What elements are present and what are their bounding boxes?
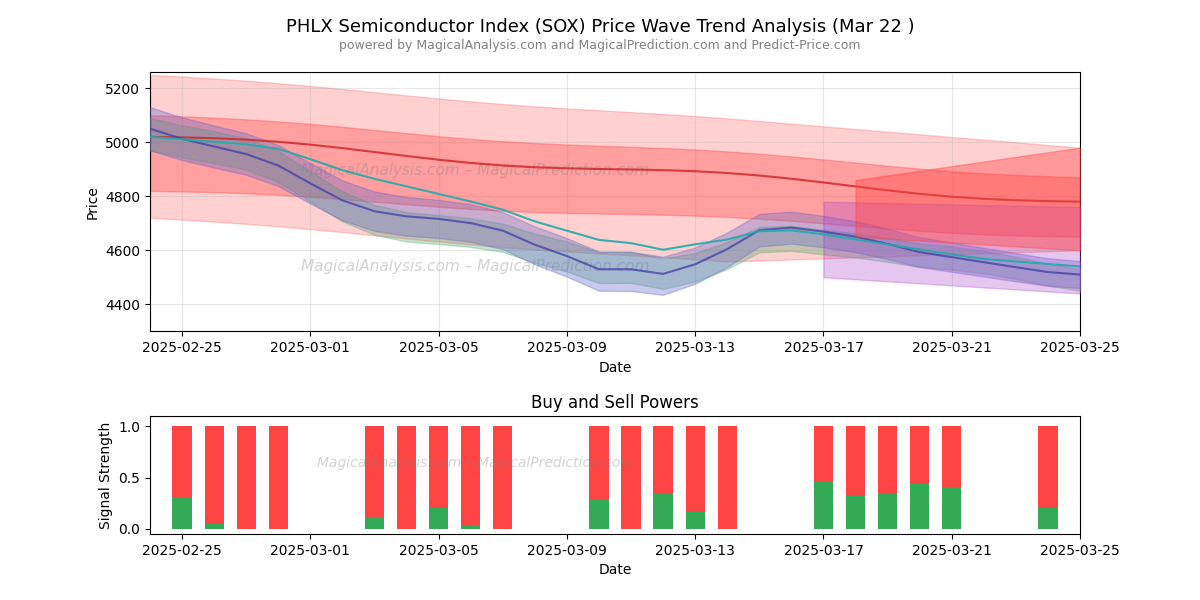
Bar xyxy=(173,427,192,498)
Text: PHLX Semiconductor Index (SOX) Price Wave Trend Analysis (Mar 22 ): PHLX Semiconductor Index (SOX) Price Wav… xyxy=(286,18,914,36)
Bar xyxy=(814,427,833,482)
Bar xyxy=(878,427,898,493)
Bar xyxy=(846,496,865,529)
Bar xyxy=(461,427,480,525)
Bar xyxy=(685,511,704,529)
Title: Buy and Sell Powers: Buy and Sell Powers xyxy=(532,394,698,412)
Bar xyxy=(910,483,929,529)
Bar xyxy=(1038,508,1057,529)
Bar xyxy=(589,499,608,529)
Bar xyxy=(846,427,865,496)
Bar xyxy=(718,427,737,529)
Bar xyxy=(236,427,256,529)
Bar xyxy=(430,427,449,508)
Text: powered by MagicalAnalysis.com and MagicalPrediction.com and Predict-Price.com: powered by MagicalAnalysis.com and Magic… xyxy=(340,39,860,52)
Bar xyxy=(365,427,384,517)
Bar xyxy=(173,498,192,529)
Bar xyxy=(622,427,641,529)
Bar xyxy=(365,517,384,529)
Bar xyxy=(461,525,480,529)
Bar xyxy=(654,494,673,529)
Bar xyxy=(814,482,833,529)
Text: MagicalAnalysis.com – MagicalPrediction.com: MagicalAnalysis.com – MagicalPrediction.… xyxy=(301,259,649,274)
Bar xyxy=(589,427,608,499)
Y-axis label: Price: Price xyxy=(85,185,100,218)
Bar xyxy=(430,508,449,529)
Bar xyxy=(269,427,288,529)
Bar xyxy=(878,493,898,529)
Text: MagicalAnalysis.com – MagicalPrediction.com: MagicalAnalysis.com – MagicalPrediction.… xyxy=(317,456,634,470)
Bar xyxy=(942,488,961,529)
Text: MagicalAnalysis.com – MagicalPrediction.com: MagicalAnalysis.com – MagicalPrediction.… xyxy=(301,163,649,178)
Bar xyxy=(910,427,929,483)
Bar xyxy=(1038,427,1057,508)
Y-axis label: Signal Strength: Signal Strength xyxy=(98,421,113,529)
X-axis label: Date: Date xyxy=(599,563,631,577)
Bar xyxy=(204,524,223,529)
X-axis label: Date: Date xyxy=(599,361,631,374)
Bar xyxy=(493,427,512,529)
Bar xyxy=(942,427,961,488)
Bar xyxy=(204,427,223,524)
Bar xyxy=(685,427,704,511)
Bar xyxy=(397,427,416,529)
Bar xyxy=(654,427,673,494)
